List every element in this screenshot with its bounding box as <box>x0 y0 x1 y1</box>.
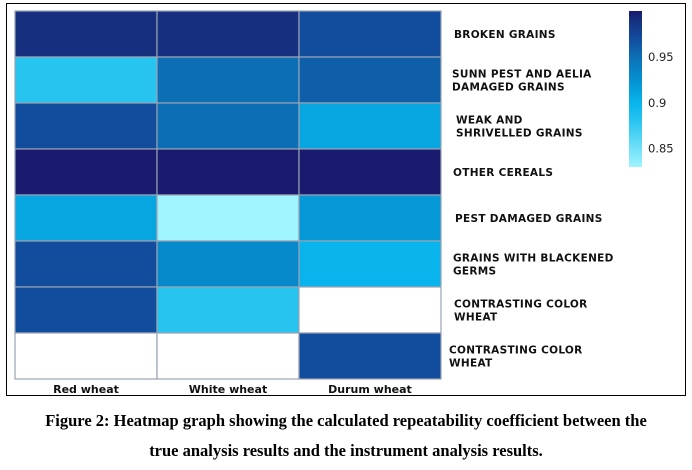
column-label: Durum wheat <box>328 383 412 396</box>
heatmap-cell <box>298 102 442 150</box>
heatmap-cell <box>14 102 158 150</box>
heatmap-cell <box>156 194 300 242</box>
heatmap-chart: BROKEN GRAINS SUNN PEST AND AELIA DAMAGED … <box>14 10 674 396</box>
row-label: OTHER CEREALS <box>453 167 553 179</box>
column-label: White wheat <box>189 383 267 396</box>
row-label: GRAINS WITH BLACKENED GERMS <box>453 253 614 278</box>
column-label: Red wheat <box>53 383 119 396</box>
figure-frame: BROKEN GRAINS SUNN PEST AND AELIA DAMAGED … <box>6 3 686 396</box>
colorbar-tick-label: 0.85 <box>648 142 674 156</box>
heatmap-cell <box>156 148 300 196</box>
column-labels: Red wheat White wheat Durum wheat <box>53 383 412 396</box>
heatmap-cell <box>298 332 442 380</box>
heatmap-cell <box>14 56 158 104</box>
heatmap-cell <box>298 194 442 242</box>
heatmap-cells <box>14 10 442 380</box>
row-label: BROKEN GRAINS <box>454 29 556 41</box>
row-labels: BROKEN GRAINS SUNN PEST AND AELIA DAMAGED … <box>449 29 614 370</box>
colorbar-tick-label: 0.9 <box>648 96 666 110</box>
heatmap-cell <box>14 148 158 196</box>
row-label: CONTRASTING COLOR WHEAT <box>454 299 588 324</box>
heatmap-cell <box>14 194 158 242</box>
heatmap-cell <box>14 10 158 58</box>
row-label: SUNN PEST AND AELIA DAMAGED GRAINS <box>452 69 592 94</box>
caption-line-1: Figure 2: Heatmap graph showing the calc… <box>45 411 647 430</box>
heatmap-cell <box>298 56 442 104</box>
figure-caption: Figure 2: Heatmap graph showing the calc… <box>0 406 692 466</box>
colorbar: 0.85 0.9 0.95 <box>629 11 674 167</box>
colorbar-gradient <box>629 11 642 167</box>
heatmap-cell <box>298 10 442 58</box>
caption-line-2: true analysis results and the instrument… <box>149 441 543 460</box>
heatmap-cell <box>14 240 158 288</box>
heatmap-cell <box>14 332 158 380</box>
heatmap-cell <box>298 286 442 334</box>
heatmap-cell <box>14 286 158 334</box>
heatmap-cell <box>298 148 442 196</box>
row-label: PEST DAMAGED GRAINS <box>455 213 603 225</box>
heatmap-cell <box>156 240 300 288</box>
heatmap-cell <box>156 332 300 380</box>
row-label: WEAK AND SHRIVELLED GRAINS <box>456 115 583 140</box>
row-label: CONTRASTING COLOR WHEAT <box>449 345 583 370</box>
heatmap-cell <box>156 56 300 104</box>
colorbar-tick-label: 0.95 <box>648 50 674 64</box>
heatmap-cell <box>156 102 300 150</box>
heatmap-cell <box>298 240 442 288</box>
heatmap-cell <box>156 10 300 58</box>
heatmap-cell <box>156 286 300 334</box>
